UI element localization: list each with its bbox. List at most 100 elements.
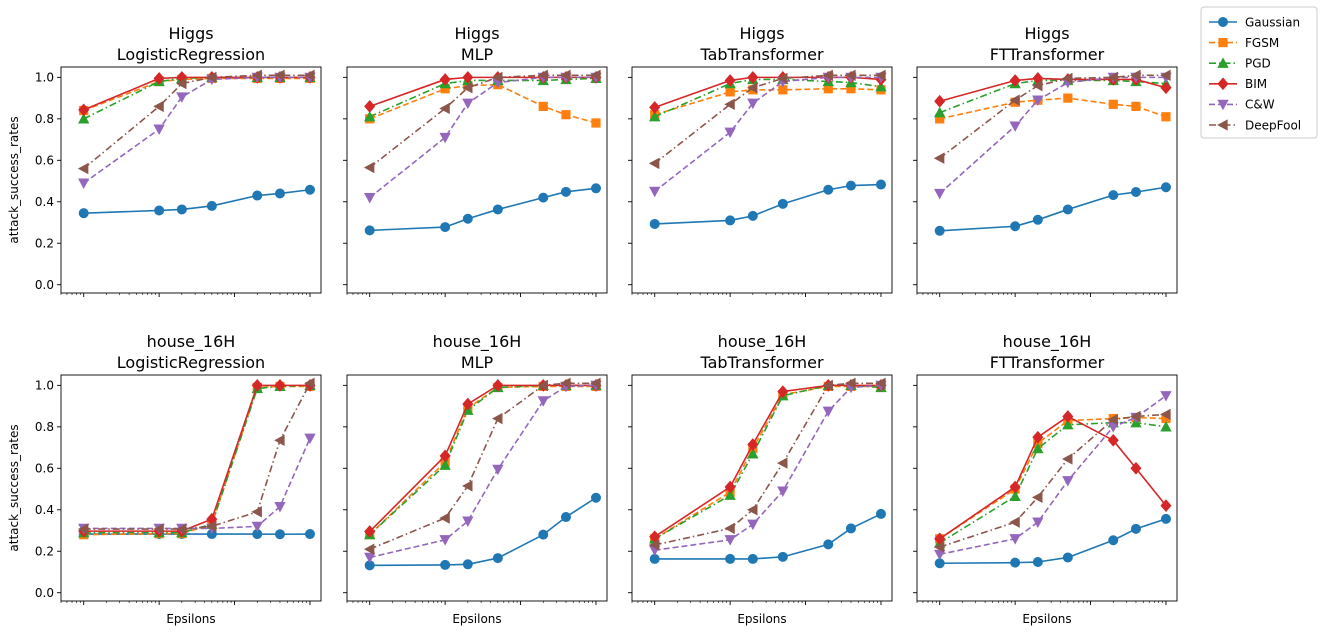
- legend-marker: [1217, 57, 1229, 68]
- data-point: [822, 69, 833, 81]
- legend-marker: [1218, 16, 1229, 27]
- subplot-title-model: LogisticRegression: [117, 353, 265, 372]
- subplot-title-model: TabTransformer: [699, 45, 824, 64]
- data-point: [77, 523, 89, 535]
- data-point: [274, 188, 285, 199]
- data-point: [461, 82, 473, 94]
- data-point: [649, 101, 661, 114]
- data-point: [1062, 204, 1073, 215]
- data-point: [1062, 410, 1074, 423]
- data-point: [875, 80, 887, 92]
- data-point: [746, 504, 758, 516]
- subplot-0: 0.0 0.2 0.4 0.6 0.8 1.0 Higgs LogisticRegressio…: [7, 24, 322, 297]
- y-axis-label: attack_success_rates: [7, 424, 21, 551]
- data-point: [777, 198, 788, 209]
- data-point: [1160, 391, 1172, 402]
- data-point: [1009, 74, 1021, 87]
- legend-entry: C&W: [1209, 98, 1275, 112]
- legend-marker: [1217, 99, 1229, 111]
- data-point: [724, 98, 735, 110]
- data-point: [538, 101, 548, 111]
- data-point: [492, 204, 503, 215]
- data-point: [1107, 71, 1118, 84]
- data-point: [206, 200, 217, 211]
- y-axis-label: attack_success_rates: [7, 116, 21, 243]
- data-point: [153, 72, 165, 85]
- data-point: [363, 161, 375, 174]
- legend-entry: BIM: [1209, 77, 1267, 91]
- axes-frame: [346, 66, 608, 294]
- y-tick-label: 1.0: [35, 379, 54, 393]
- data-point: [777, 385, 789, 398]
- data-point: [1160, 499, 1172, 512]
- legend-entry: FGSM: [1209, 36, 1279, 50]
- data-point: [590, 69, 601, 81]
- data-point: [725, 87, 735, 97]
- data-point: [439, 535, 451, 546]
- data-point: [1160, 513, 1171, 524]
- data-point: [153, 523, 164, 535]
- data-point: [492, 412, 503, 425]
- y-tick-label: 1.0: [35, 71, 54, 85]
- data-point: [1130, 187, 1141, 198]
- data-point: [1161, 112, 1171, 122]
- y-tick-label: 0.0: [35, 586, 54, 600]
- x-axis-label: Epsilons: [737, 612, 786, 626]
- data-point: [461, 480, 473, 492]
- data-point: [439, 449, 451, 463]
- data-point: [153, 100, 164, 113]
- data-point: [1009, 94, 1020, 106]
- data-point: [560, 512, 571, 523]
- data-point: [251, 521, 263, 533]
- data-point: [934, 225, 945, 236]
- axes-frame: [916, 66, 1178, 294]
- subplot-title-dataset: house_16H: [718, 332, 807, 352]
- data-point: [1108, 190, 1119, 201]
- data-point: [1062, 552, 1073, 563]
- y-tick-label: 0.8: [35, 112, 54, 126]
- data-point: [724, 489, 736, 500]
- data-point: [440, 559, 451, 570]
- data-point: [777, 486, 789, 497]
- data-point: [274, 434, 285, 446]
- data-point: [364, 110, 376, 122]
- data-point: [1009, 121, 1021, 132]
- subplot-title-model: MLP: [461, 353, 494, 372]
- data-point: [274, 502, 286, 513]
- data-point: [1160, 81, 1172, 95]
- data-point: [845, 377, 856, 389]
- data-point: [1031, 491, 1043, 504]
- series-gaussian: [649, 508, 886, 564]
- data-point: [777, 457, 788, 469]
- data-point: [747, 519, 759, 531]
- data-point: [875, 377, 886, 389]
- data-point: [1130, 410, 1141, 423]
- series-gaussian: [78, 184, 315, 219]
- series-deepfool: [77, 377, 315, 535]
- data-point: [1032, 214, 1043, 225]
- data-point: [747, 98, 759, 110]
- x-axis-label: Epsilons: [1022, 612, 1071, 626]
- series-gaussian: [934, 182, 1171, 236]
- data-point: [364, 192, 376, 204]
- legend-label: FGSM: [1245, 36, 1279, 50]
- data-point: [1010, 557, 1021, 568]
- data-point: [439, 459, 451, 470]
- data-point: [1160, 420, 1172, 432]
- data-point: [590, 377, 601, 389]
- data-point: [251, 379, 263, 392]
- series-gaussian: [364, 183, 601, 236]
- data-point: [304, 377, 315, 389]
- data-point: [1160, 408, 1171, 421]
- data-point: [724, 522, 735, 535]
- data-point: [364, 525, 376, 538]
- data-point: [591, 118, 601, 128]
- data-point: [251, 69, 262, 81]
- series-gaussian: [649, 179, 886, 229]
- data-point: [175, 523, 187, 535]
- data-point: [537, 69, 548, 81]
- series-deepfool: [933, 408, 1171, 553]
- data-point: [1009, 516, 1020, 528]
- y-tick-label: 0.6: [35, 154, 54, 168]
